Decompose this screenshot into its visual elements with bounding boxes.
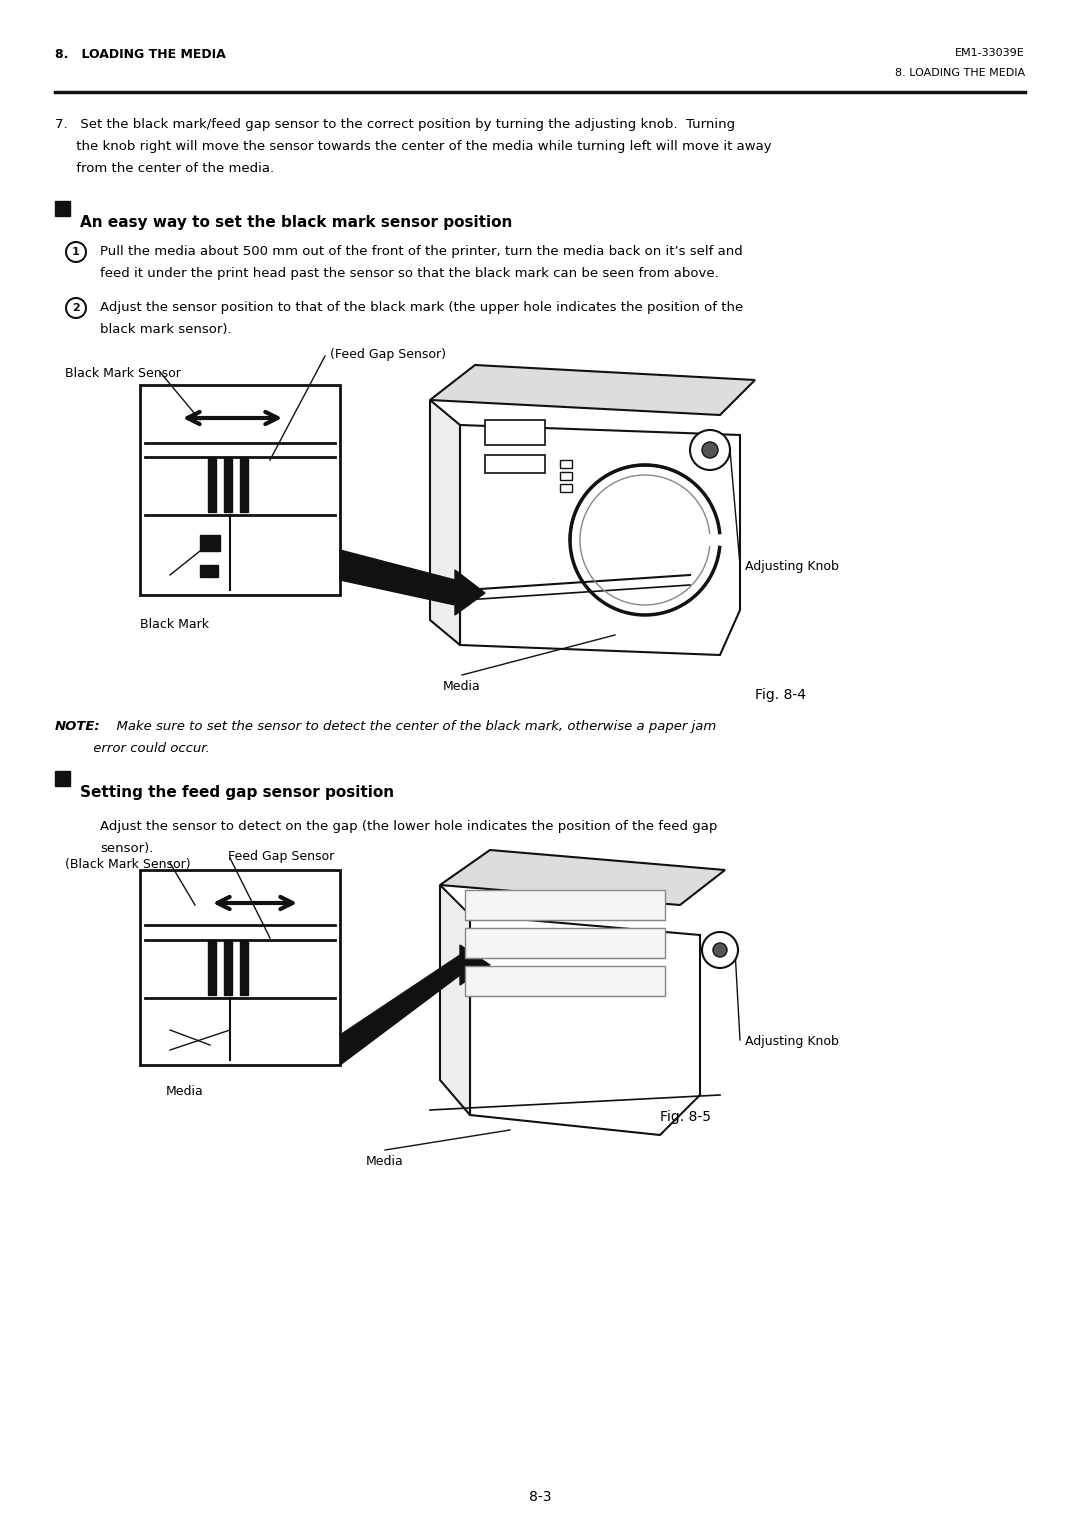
Text: 2: 2 — [72, 303, 80, 313]
Text: Black Mark Sensor: Black Mark Sensor — [65, 368, 180, 380]
Text: Setting the feed gap sensor position: Setting the feed gap sensor position — [80, 785, 394, 801]
Bar — [140, 384, 340, 595]
Text: Media: Media — [166, 1084, 204, 1098]
Bar — [224, 939, 232, 994]
Bar — [200, 535, 220, 551]
Bar — [140, 869, 340, 1064]
Text: feed it under the print head past the sensor so that the black mark can be seen : feed it under the print head past the se… — [100, 267, 719, 281]
Polygon shape — [470, 915, 700, 1135]
Polygon shape — [340, 551, 485, 615]
Polygon shape — [460, 425, 740, 656]
Bar — [465, 891, 665, 920]
Text: Black Mark: Black Mark — [140, 618, 210, 631]
Text: EM1-33039E: EM1-33039E — [955, 47, 1025, 58]
Text: Feed Gap Sensor: Feed Gap Sensor — [228, 849, 334, 863]
Circle shape — [702, 442, 718, 457]
Text: from the center of the media.: from the center of the media. — [55, 162, 274, 175]
Bar — [485, 454, 545, 473]
Bar — [240, 939, 248, 994]
Text: Media: Media — [366, 1154, 404, 1168]
Text: 8. LOADING THE MEDIA: 8. LOADING THE MEDIA — [895, 69, 1025, 78]
Text: sensor).: sensor). — [100, 842, 153, 856]
Text: Adjusting Knob: Adjusting Knob — [745, 1035, 839, 1048]
Bar — [465, 929, 665, 958]
Text: the knob right will move the sensor towards the center of the media while turnin: the knob right will move the sensor towa… — [55, 140, 771, 153]
Text: (Feed Gap Sensor): (Feed Gap Sensor) — [330, 348, 446, 361]
Text: Make sure to set the sensor to detect the center of the black mark, otherwise a : Make sure to set the sensor to detect th… — [108, 720, 716, 734]
Text: 1: 1 — [72, 247, 80, 258]
Polygon shape — [340, 946, 490, 1064]
Text: Adjust the sensor to detect on the gap (the lower hole indicates the position of: Adjust the sensor to detect on the gap (… — [100, 820, 717, 833]
Bar — [224, 458, 232, 512]
Text: An easy way to set the black mark sensor position: An easy way to set the black mark sensor… — [80, 215, 512, 230]
Circle shape — [702, 932, 738, 968]
Bar — [240, 458, 248, 512]
Text: Fig. 8-5: Fig. 8-5 — [660, 1110, 711, 1124]
Circle shape — [713, 942, 727, 958]
Text: Fig. 8-4: Fig. 8-4 — [755, 688, 806, 702]
Text: 8.   LOADING THE MEDIA: 8. LOADING THE MEDIA — [55, 47, 226, 61]
Text: error could occur.: error could occur. — [55, 743, 210, 755]
Text: NOTE:: NOTE: — [55, 720, 100, 734]
Bar — [561, 461, 572, 468]
Text: Pull the media about 500 mm out of the front of the printer, turn the media back: Pull the media about 500 mm out of the f… — [100, 246, 743, 258]
Text: 7.   Set the black mark/feed gap sensor to the correct position by turning the a: 7. Set the black mark/feed gap sensor to… — [55, 117, 735, 131]
Text: Adjust the sensor position to that of the black mark (the upper hole indicates t: Adjust the sensor position to that of th… — [100, 300, 743, 314]
Text: Media: Media — [443, 680, 481, 692]
Circle shape — [690, 430, 730, 470]
Text: Adjusting Knob: Adjusting Knob — [745, 560, 839, 573]
Bar — [55, 201, 70, 217]
Text: (Black Mark Sensor): (Black Mark Sensor) — [65, 859, 191, 871]
Polygon shape — [430, 400, 460, 645]
Bar — [561, 483, 572, 493]
Bar — [465, 965, 665, 996]
Polygon shape — [430, 364, 755, 415]
Bar — [561, 473, 572, 480]
Bar — [55, 772, 70, 785]
Bar — [200, 564, 218, 576]
Polygon shape — [440, 849, 725, 904]
Bar — [208, 458, 216, 512]
Bar — [208, 939, 216, 994]
Text: 8-3: 8-3 — [529, 1490, 551, 1504]
Bar — [485, 419, 545, 445]
Polygon shape — [440, 884, 470, 1115]
Text: black mark sensor).: black mark sensor). — [100, 323, 231, 336]
